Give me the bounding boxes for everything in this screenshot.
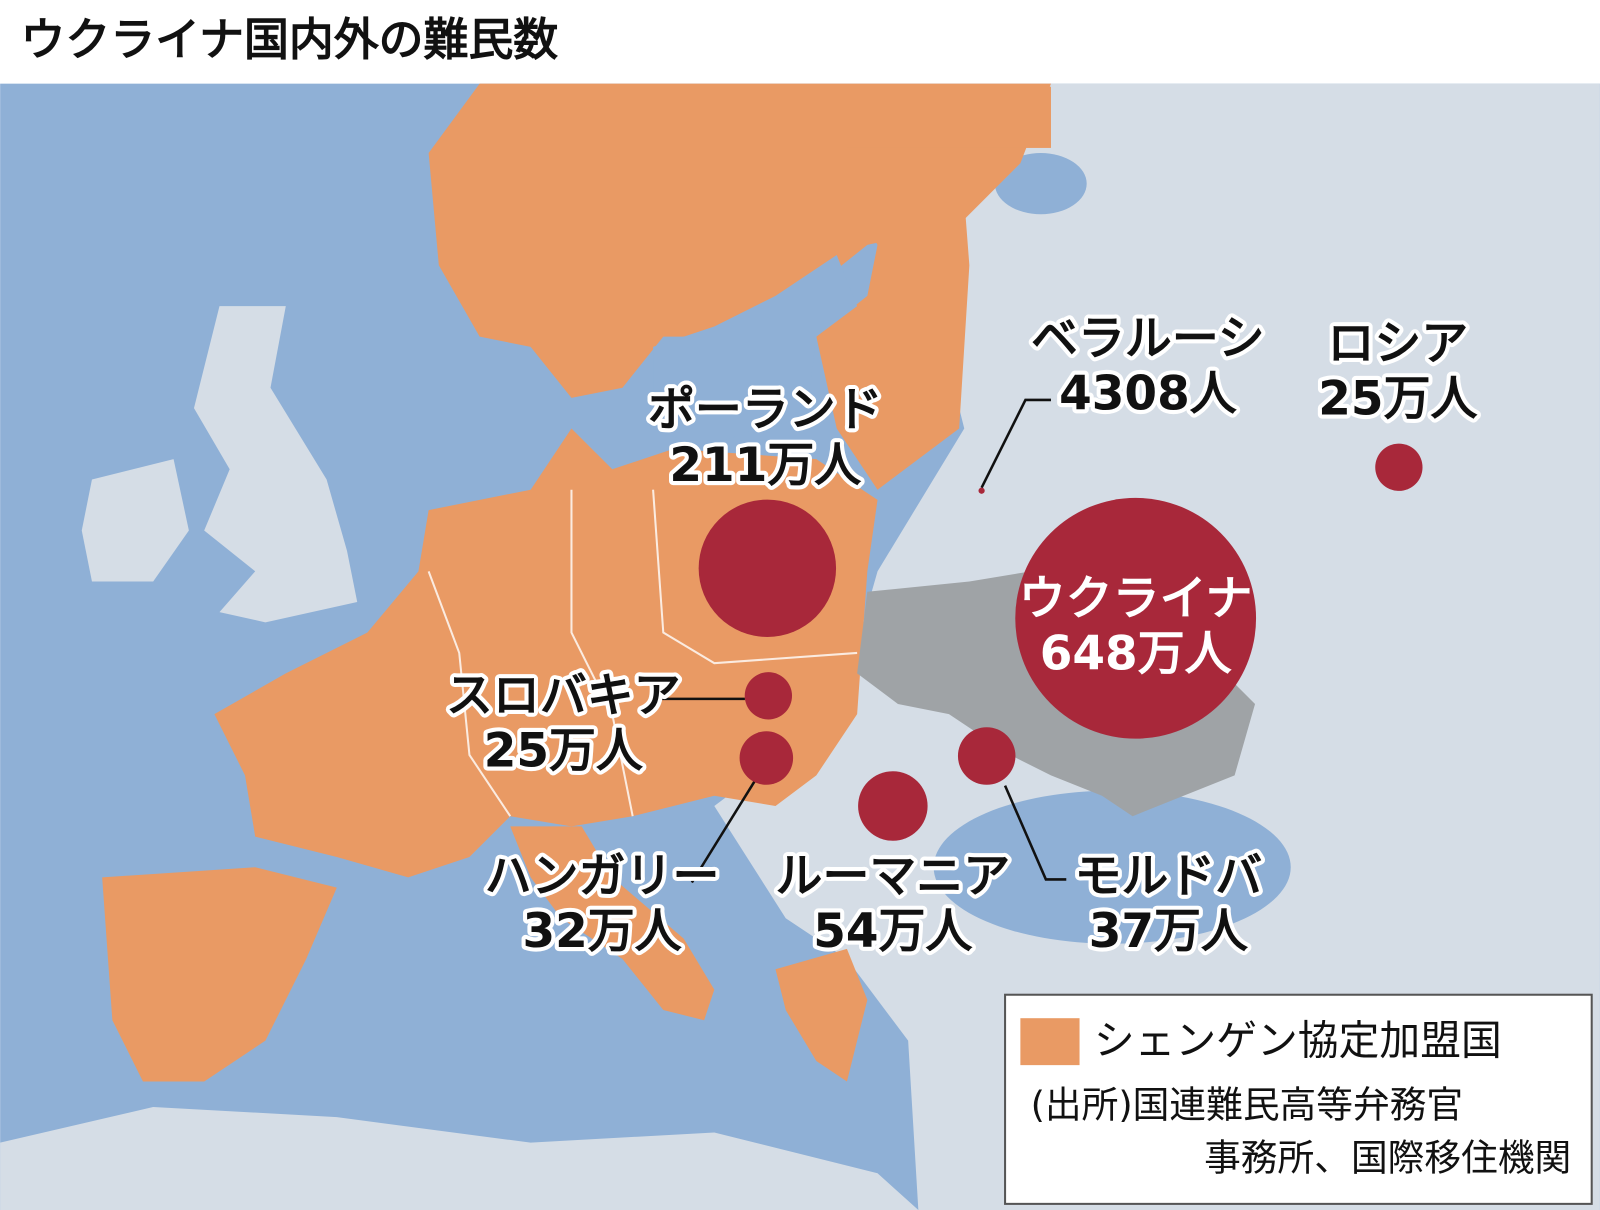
- legend-swatch: [1020, 1018, 1080, 1066]
- legend: シェンゲン協定加盟国 (出所)国連難民高等弁務官 事務所、国際移住機関: [1004, 993, 1593, 1205]
- leader-line: [980, 398, 1051, 489]
- country-name: ロシア: [1327, 316, 1468, 371]
- bubbles: [698, 443, 1423, 841]
- leader-lines: [661, 398, 1067, 884]
- refugee-count: 37万人: [1089, 904, 1249, 959]
- africa: [0, 1106, 919, 1210]
- map-title: ウクライナ国内外の難民数: [21, 13, 559, 66]
- country-name: ウクライナ: [1019, 571, 1253, 626]
- country-name: モルドバ: [1074, 849, 1262, 904]
- country-name: スロバキア: [446, 668, 681, 723]
- legend-label: シェンゲン協定加盟国: [1094, 1017, 1502, 1065]
- refugee-bubble: [739, 731, 794, 785]
- country-name: ポーランド: [648, 383, 883, 438]
- country-name: ハンガリー: [485, 849, 720, 904]
- refugee-bubble: [957, 727, 1016, 785]
- refugee-bubble: [858, 771, 928, 841]
- country-name: ベラルーシ: [1031, 311, 1265, 366]
- source-text: 事務所、国際移住機関: [1204, 1137, 1571, 1180]
- ireland: [81, 459, 189, 582]
- refugee-bubble: [744, 672, 793, 720]
- refugee-count: 211万人: [669, 438, 862, 493]
- finland-baltics: [816, 132, 970, 490]
- finland-north: [846, 86, 1051, 148]
- lake: [994, 153, 1087, 215]
- refugee-count: 648万人: [1040, 627, 1233, 682]
- source-text: (出所)国連難民高等弁務官: [1031, 1083, 1464, 1126]
- iberia: [102, 867, 337, 1082]
- refugee-count: 54万人: [813, 904, 973, 959]
- border-line: [427, 570, 512, 817]
- uk: [193, 306, 358, 623]
- refugee-count: 32万人: [523, 904, 683, 959]
- refugee-count: 4308人: [1059, 366, 1238, 421]
- refugee-count: 25万人: [1318, 371, 1478, 426]
- leader-line: [690, 779, 757, 884]
- refugee-bubble: [698, 499, 837, 637]
- refugee-bubble: [978, 487, 985, 494]
- baltic-sea: [653, 255, 858, 449]
- refugee-bubble: [1015, 497, 1257, 739]
- italy: [510, 826, 715, 1021]
- refugee-count: 25万人: [484, 723, 644, 778]
- legend-box: [1004, 993, 1593, 1205]
- border-line: [652, 489, 858, 665]
- leader-line: [1003, 785, 1067, 881]
- greece: [775, 948, 868, 1082]
- country-name: ルーマニア: [776, 849, 1011, 904]
- borders: [427, 489, 858, 817]
- border-line: [570, 489, 634, 817]
- refugee-bubble: [1375, 443, 1423, 491]
